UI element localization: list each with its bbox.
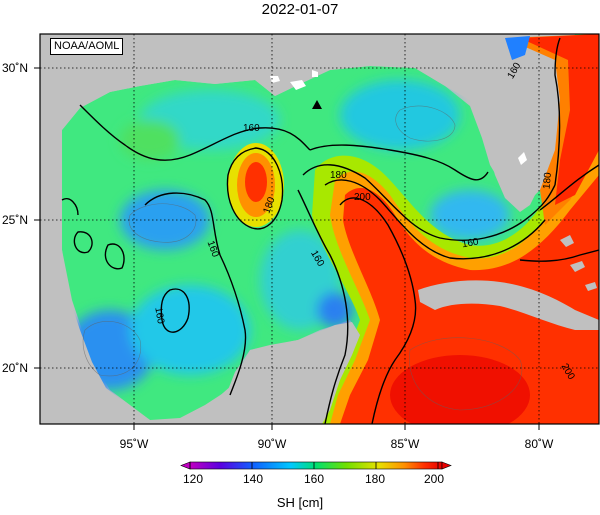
contour-label: 160 (461, 237, 480, 251)
yucatan (200, 322, 360, 424)
map-frame (39, 33, 600, 425)
contour-label: 200 (354, 192, 371, 203)
florida (470, 62, 552, 212)
lat-label: 20˚N (2, 361, 29, 375)
credit-label: NOAA/AOML (50, 38, 124, 55)
colorbar-tick-label: 200 (423, 472, 445, 486)
colorbar-tick-label: 140 (242, 472, 264, 486)
lon-label: 80˚W (524, 437, 554, 451)
triangle-icon (312, 100, 322, 109)
lat-label: 25˚N (2, 213, 29, 227)
lon-label: 95˚W (119, 437, 149, 451)
colorbar-tick-label: 160 (303, 472, 325, 486)
lon-label: 90˚W (257, 437, 287, 451)
contour-label: 160 (152, 306, 166, 325)
map-title: 2022-01-07 (261, 1, 339, 18)
contour-lines (61, 37, 599, 424)
cuba (418, 280, 599, 330)
lon-label: 85˚W (390, 437, 420, 451)
lat-label: 30˚N (2, 61, 29, 75)
colorbar-label: SH [cm] (276, 495, 324, 510)
colorbar-tick-label: 120 (182, 472, 204, 486)
contour-label: 180 (330, 170, 347, 181)
contour-label: 160 (243, 123, 260, 134)
graticule (40, 34, 599, 424)
contour-label: 180 (542, 172, 554, 190)
colorbar-tick-label: 180 (364, 472, 386, 486)
axis-ticks (34, 67, 540, 430)
colorbar (180, 461, 452, 470)
